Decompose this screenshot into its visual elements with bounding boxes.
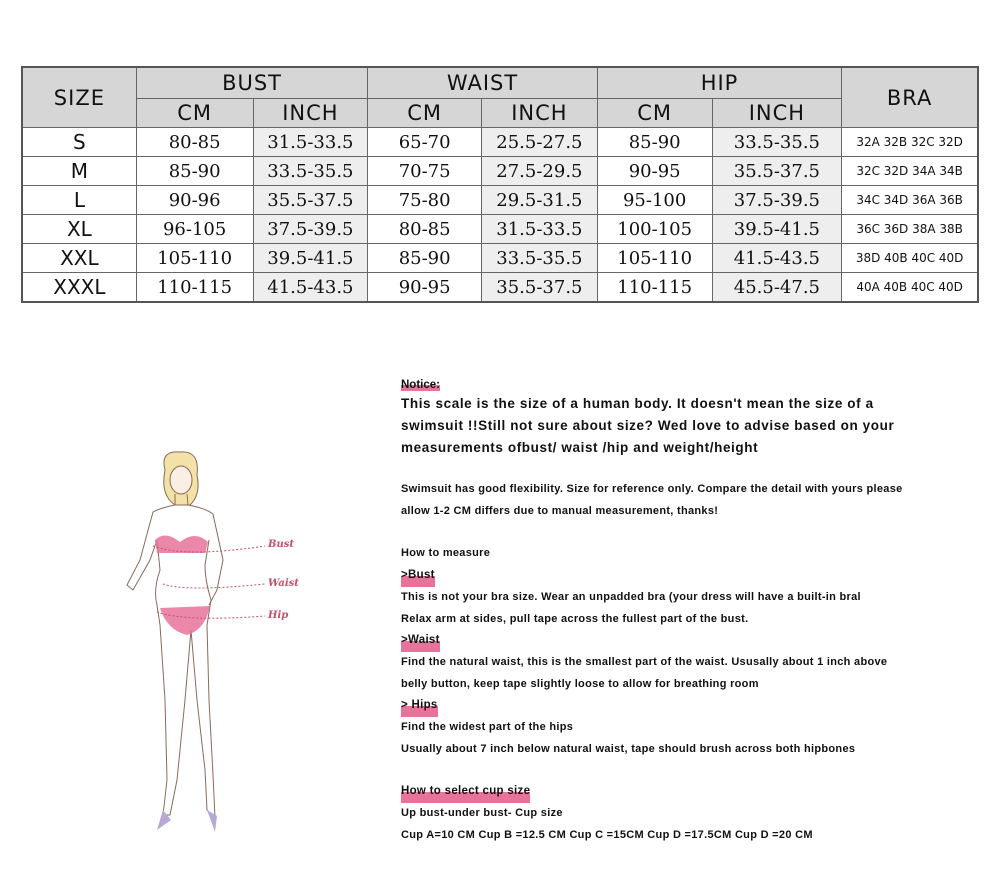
hips-line: Find the widest part of the hips: [401, 721, 574, 734]
bra-header: BRA: [841, 66, 979, 128]
size-chart-table: SIZE BUST WAIST HIP BRA CM INCH CM INCH …: [21, 66, 979, 303]
table-row: S 80-85 31.5-33.5 65-70 25.5-27.5 85-90 33.5-3…: [21, 127, 979, 157]
cell-hip-cm: 90-95: [596, 156, 713, 186]
cell-bust-in: 31.5-33.5: [252, 127, 369, 157]
cell-bust-cm: 85-90: [135, 156, 254, 186]
cell-bra: 38D 40B 40C 40D: [841, 243, 979, 273]
bust-header: BUST: [135, 66, 369, 99]
bust-cm-header: CM: [135, 98, 254, 128]
bust-line: Relax arm at sides, pull tape across the…: [401, 612, 749, 625]
size-header: SIZE: [21, 66, 137, 128]
hip-header: HIP: [596, 66, 843, 99]
cell-bra: 32A 32B 32C 32D: [841, 127, 979, 157]
waist-header: WAIST: [367, 66, 598, 99]
cell-waist-in: 25.5-27.5: [481, 127, 598, 157]
cell-bra: 36C 36D 38A 38B: [841, 214, 979, 244]
waist-cm-header: CM: [367, 98, 482, 128]
cell-hip-in: 41.5-43.5: [711, 243, 843, 273]
cell-hip-in: 37.5-39.5: [711, 185, 843, 215]
cell-hip-cm: 110-115: [596, 272, 713, 303]
notice-line: measurements ofbust/ waist /hip and weig…: [401, 440, 759, 455]
cell-hip-in: 35.5-37.5: [711, 156, 843, 186]
cell-bust-in: 35.5-37.5: [252, 185, 369, 215]
cell-bust-in: 33.5-35.5: [252, 156, 369, 186]
cell-size: L: [21, 185, 137, 215]
hips-line: Usually about 7 inch below natural waist…: [401, 742, 856, 755]
waist-heading: >Waist: [401, 630, 440, 652]
cell-waist-cm: 75-80: [367, 185, 482, 215]
cell-size: XXL: [21, 243, 137, 273]
cup-line: Up bust-under bust- Cup size: [401, 807, 563, 820]
bust-heading: >Bust: [401, 565, 435, 587]
size-notes: Notice: This scale is the size of a huma…: [401, 375, 991, 847]
cell-waist-in: 33.5-35.5: [481, 243, 598, 273]
cell-size: S: [21, 127, 137, 157]
cell-hip-in: 39.5-41.5: [711, 214, 843, 244]
cell-bra: 40A 40B 40C 40D: [841, 272, 979, 303]
notice-heading: Notice:: [401, 379, 440, 391]
cell-hip-in: 33.5-35.5: [711, 127, 843, 157]
cell-size: XL: [21, 214, 137, 244]
cell-waist-cm: 70-75: [367, 156, 482, 186]
how-to-measure: How to measure: [401, 547, 491, 560]
hip-cm-header: CM: [596, 98, 713, 128]
cell-size: M: [21, 156, 137, 186]
cell-hip-in: 45.5-47.5: [711, 272, 843, 303]
cell-hip-cm: 95-100: [596, 185, 713, 215]
cell-hip-cm: 105-110: [596, 243, 713, 273]
cell-bust-cm: 90-96: [135, 185, 254, 215]
waist-line: Find the natural waist, this is the smal…: [401, 655, 888, 668]
cup-heading: How to select cup size: [401, 781, 531, 804]
body-measurement-illustration: Bust Waist Hip: [105, 450, 315, 835]
cell-waist-in: 27.5-29.5: [481, 156, 598, 186]
hip-inch-header: INCH: [711, 98, 843, 128]
hips-heading: > Hips: [401, 695, 438, 718]
cell-waist-cm: 85-90: [367, 243, 482, 273]
flex-line: allow 1-2 CM differs due to manual measu…: [401, 504, 719, 517]
waist-label: Waist: [268, 578, 299, 589]
table-row: XL 96-105 37.5-39.5 80-85 31.5-33.5 100-105 39…: [21, 214, 979, 244]
cell-bust-cm: 96-105: [135, 214, 254, 244]
bust-label: Bust: [268, 539, 294, 550]
table-row: L 90-96 35.5-37.5 75-80 29.5-31.5 95-100 37.5-…: [21, 185, 979, 215]
table-row: XXL 105-110 39.5-41.5 85-90 33.5-35.5 105-110…: [21, 243, 979, 273]
notice-line: This scale is the size of a human body. …: [401, 396, 874, 411]
bust-inch-header: INCH: [252, 98, 369, 128]
waist-inch-header: INCH: [481, 98, 598, 128]
cell-waist-in: 31.5-33.5: [481, 214, 598, 244]
cell-waist-in: 29.5-31.5: [481, 185, 598, 215]
cell-bust-cm: 80-85: [135, 127, 254, 157]
hip-label: Hip: [268, 610, 289, 621]
table-row: XXXL 110-115 41.5-43.5 90-95 35.5-37.5 110-11…: [21, 272, 979, 303]
cell-waist-cm: 65-70: [367, 127, 482, 157]
cell-hip-cm: 85-90: [596, 127, 713, 157]
cell-size: XXXL: [21, 272, 137, 303]
cell-bust-in: 41.5-43.5: [252, 272, 369, 303]
bust-line: This is not your bra size. Wear an unpad…: [401, 590, 861, 603]
cell-waist-cm: 90-95: [367, 272, 482, 303]
cell-bra: 32C 32D 34A 34B: [841, 156, 979, 186]
cell-bra: 34C 34D 36A 36B: [841, 185, 979, 215]
cell-waist-cm: 80-85: [367, 214, 482, 244]
notice-line: swimsuit !!Still not sure about size? We…: [401, 418, 895, 433]
cell-waist-in: 35.5-37.5: [481, 272, 598, 303]
flex-line: Swimsuit has good flexibility. Size for …: [401, 483, 903, 495]
cell-bust-cm: 110-115: [135, 272, 254, 303]
cup-line: Cup A=10 CM Cup B =12.5 CM Cup C =15CM C…: [401, 828, 813, 841]
cell-bust-in: 39.5-41.5: [252, 243, 369, 273]
cell-bust-in: 37.5-39.5: [252, 214, 369, 244]
cell-hip-cm: 100-105: [596, 214, 713, 244]
woman-figure-icon: [126, 451, 266, 832]
waist-line: belly button, keep tape slightly loose t…: [401, 677, 759, 690]
cell-bust-cm: 105-110: [135, 243, 254, 273]
table-row: M 85-90 33.5-35.5 70-75 27.5-29.5 90-95 35.5-3…: [21, 156, 979, 186]
